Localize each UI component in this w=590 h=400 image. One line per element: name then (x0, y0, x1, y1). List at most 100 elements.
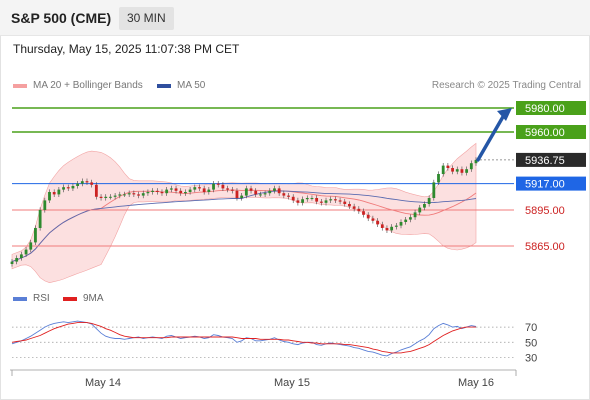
resistance-label: 5980.00 (525, 103, 565, 115)
legend-ma50: MA 50 (157, 80, 205, 91)
candle-body (230, 189, 234, 191)
candle-body (127, 193, 131, 195)
candle-body (352, 206, 356, 209)
legend-ma50-label: MA 50 (177, 80, 206, 91)
candle-body (357, 208, 361, 212)
interval-button[interactable]: 30 MIN (119, 7, 174, 30)
candle-body (329, 199, 333, 201)
rsi-level-label: 30 (525, 352, 537, 364)
legend-bb-label: MA 20 + Bollinger Bands (33, 80, 143, 91)
rsi-ma-line (11, 322, 476, 354)
candle-body (193, 187, 197, 190)
candle-body (43, 200, 47, 210)
candle-body (94, 184, 98, 197)
candle-body (179, 190, 183, 194)
candle-body (319, 201, 323, 203)
candle-body (427, 198, 431, 204)
current-price-label: 5936.75 (525, 155, 565, 167)
x-tick-label: May 14 (85, 377, 121, 389)
level-labels: 5980.00 5960.00 5936.75 5917.00 5895.00 5865.… (516, 101, 586, 253)
candle-body (24, 249, 28, 255)
candle-body (52, 192, 56, 195)
candle-body (38, 210, 42, 228)
candle-body (244, 188, 248, 196)
candle-body (408, 217, 412, 220)
legend-rsi-ma-label: 9MA (83, 293, 104, 304)
candle-body (99, 196, 103, 198)
candle-body (301, 199, 304, 203)
candle-body (137, 194, 140, 196)
candle-body (254, 190, 258, 195)
candle-body (287, 195, 290, 197)
candle-body (132, 193, 136, 195)
candle-body (90, 182, 94, 185)
candle-body (118, 194, 122, 196)
resistance-tag (516, 101, 586, 115)
legend-rsi: RSI (13, 293, 50, 304)
candle-body (104, 196, 108, 198)
candle-body (85, 181, 89, 183)
symbol-title: S&P 500 (CME) (11, 10, 112, 26)
candle-body (71, 186, 75, 189)
bollinger-band (11, 142, 477, 284)
legend-rsi-ma: 9MA (63, 293, 104, 304)
candle-body (19, 254, 23, 258)
candle-body (76, 183, 80, 186)
candle-body (296, 200, 300, 203)
candle-body (380, 224, 384, 228)
candle-body (305, 198, 309, 200)
candle-body (385, 228, 389, 231)
candle-body (80, 181, 84, 184)
candle-body (48, 192, 51, 201)
candle-body (62, 187, 65, 190)
candle-body (348, 204, 351, 207)
candle-body (469, 163, 473, 170)
candle-body (174, 188, 178, 191)
candle-body (338, 200, 342, 202)
rsi-ma-swatch-icon (63, 296, 77, 301)
candle-body (376, 220, 379, 225)
forecast-arrow-head (497, 108, 512, 121)
candle-body (235, 190, 239, 198)
candle-body (57, 189, 61, 195)
candle-body (123, 194, 126, 196)
price-panel: 5980.00 5960.00 5936.75 5917.00 5895.00 5865.… (10, 101, 586, 284)
resistance-label: 5960.00 (525, 127, 565, 139)
candle-body (202, 188, 206, 192)
candle-body (343, 201, 347, 204)
candle-body (394, 225, 398, 227)
candle-body (160, 192, 164, 194)
candle-body (240, 195, 244, 198)
ma50-swatch-icon (157, 83, 171, 88)
bb-swatch-icon (13, 83, 27, 88)
candle-body (188, 189, 192, 192)
candle-body (291, 196, 295, 201)
candle-body (315, 198, 319, 202)
rsi-swatch-icon (13, 296, 27, 301)
candle-body (455, 169, 459, 172)
candle-body (437, 174, 440, 183)
candle-body (221, 184, 225, 189)
candle-body (423, 204, 426, 208)
legend-rsi-label: RSI (33, 293, 50, 304)
candle-body (273, 188, 276, 191)
candle-body (268, 190, 272, 194)
candle-body (418, 207, 422, 213)
candle-body (451, 168, 454, 172)
candle-body (29, 242, 33, 250)
candle-body (141, 193, 145, 196)
candle-body (113, 195, 117, 197)
candle-body (207, 189, 211, 192)
x-axis: May 14 May 15 May 16 (10, 369, 517, 389)
candle-body (226, 188, 230, 190)
candle-body (310, 198, 314, 199)
rsi-panel: 70 50 30 (11, 320, 537, 364)
candle-body (460, 169, 464, 173)
candle-body (258, 194, 262, 196)
x-tick-label: May 15 (274, 377, 310, 389)
resistance-tag (516, 125, 586, 139)
credit-text: Research © 2025 Trading Central (431, 80, 581, 91)
legend-bb: MA 20 + Bollinger Bands (13, 80, 143, 91)
candle-body (66, 187, 70, 189)
